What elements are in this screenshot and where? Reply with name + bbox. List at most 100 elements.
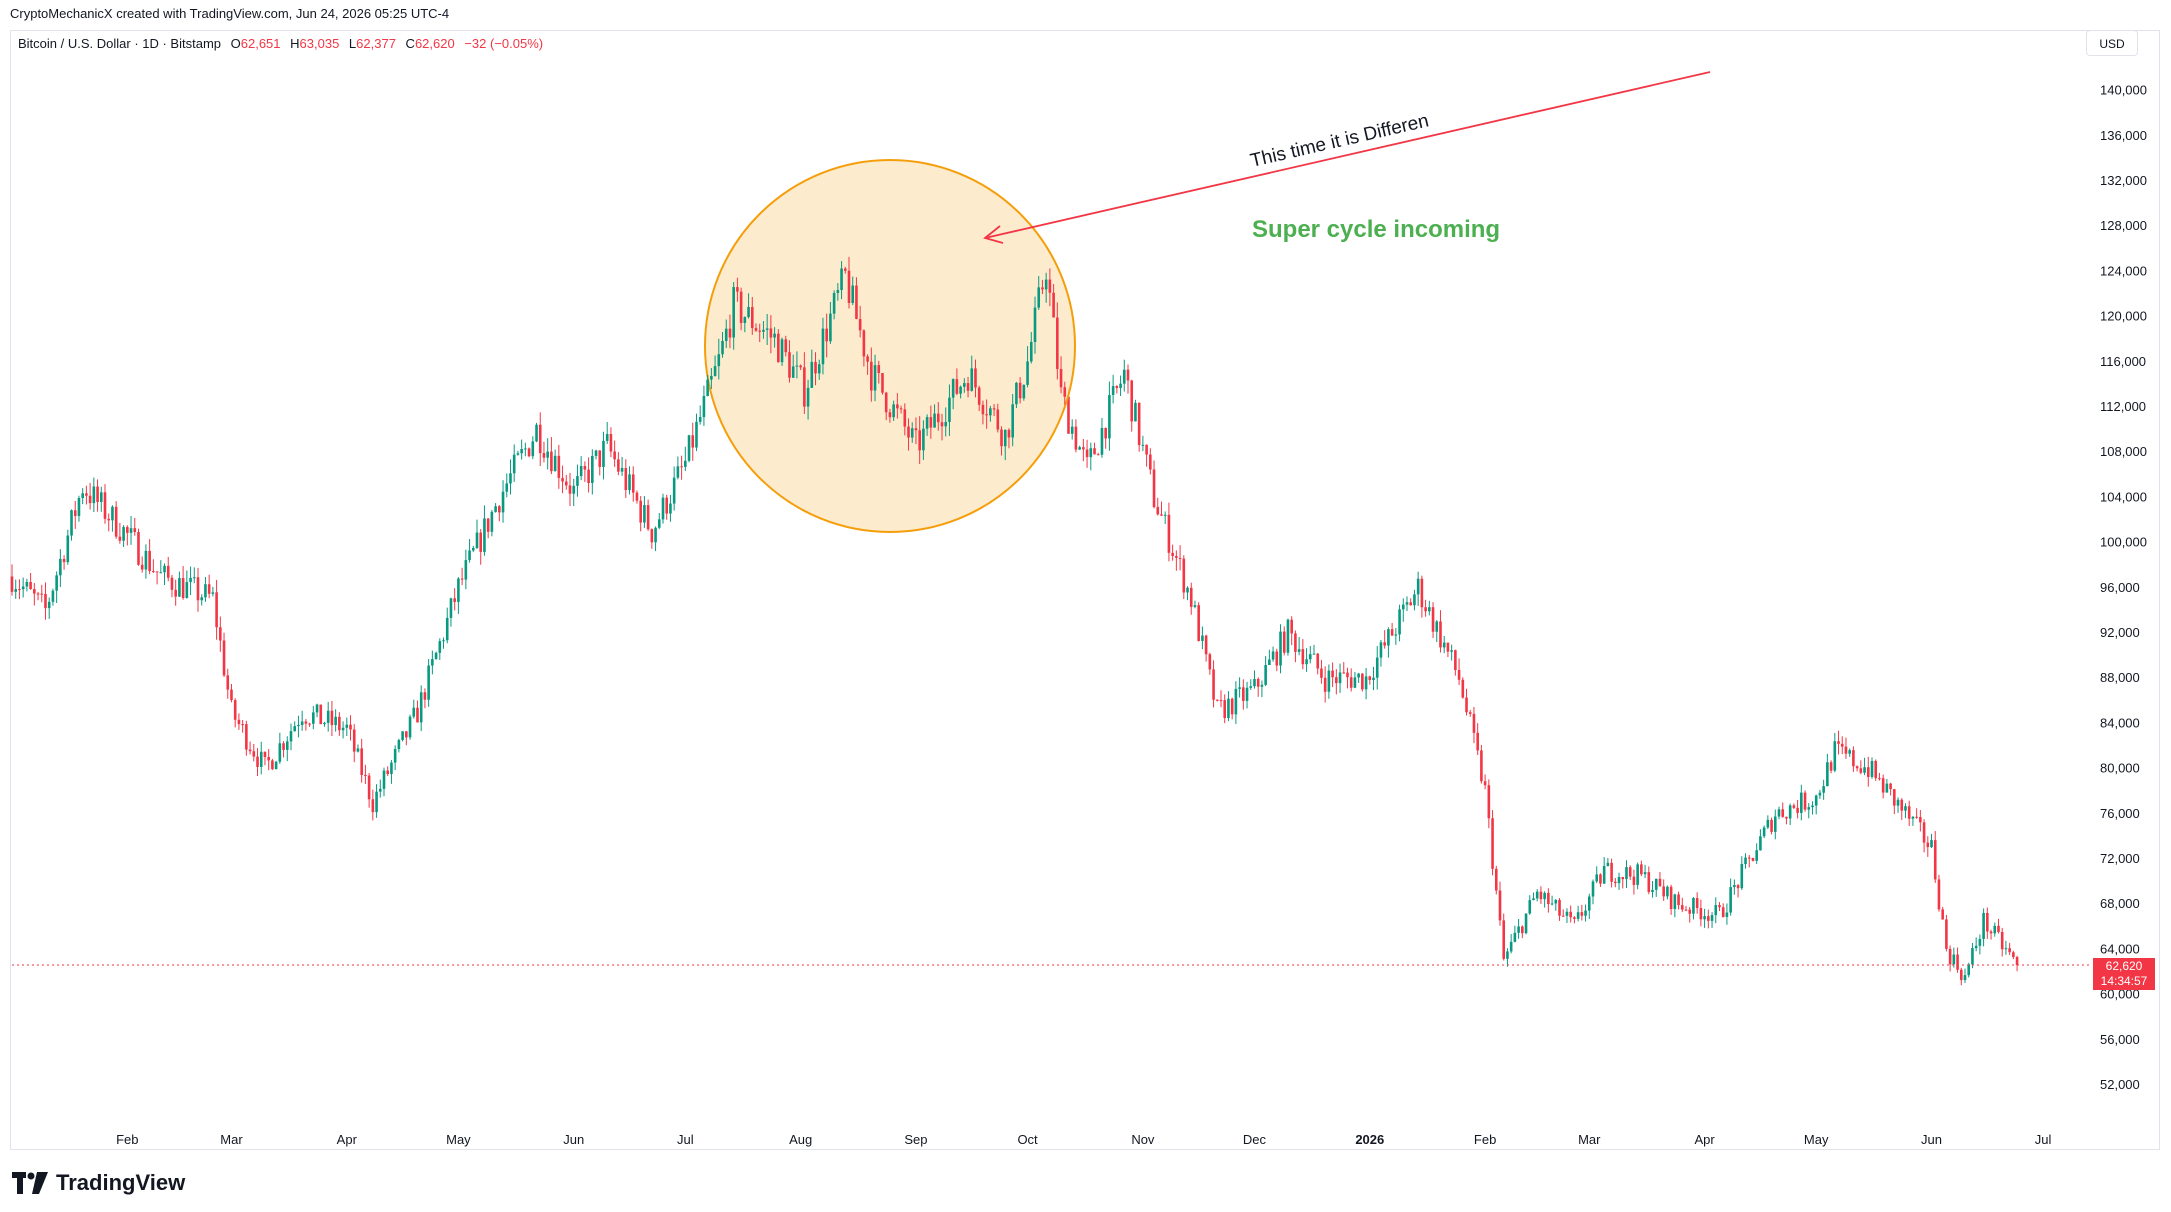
candle-body <box>1067 396 1070 434</box>
candle-body <box>1416 578 1420 595</box>
candle <box>1342 662 1346 674</box>
candle <box>1193 600 1197 609</box>
candle-body <box>412 707 416 717</box>
candle <box>126 525 129 546</box>
candle <box>1714 897 1718 924</box>
candle-body <box>635 492 639 501</box>
candle-body <box>178 578 181 597</box>
candle-body <box>1956 954 1959 970</box>
candle-body <box>457 578 460 602</box>
candle-body <box>1085 449 1089 458</box>
candle <box>773 327 776 348</box>
y-axis-tick-label: 84,000 <box>2100 715 2140 730</box>
candle <box>1476 723 1479 755</box>
candle <box>21 577 25 598</box>
candle-body <box>36 593 40 595</box>
candle-body <box>1029 342 1033 362</box>
change-value: −32 (−0.05%) <box>464 36 544 51</box>
candle <box>1268 649 1271 666</box>
candle-body <box>1535 891 1539 899</box>
candle <box>1610 858 1613 888</box>
candle <box>605 422 609 444</box>
candle <box>1070 419 1074 440</box>
candle <box>356 744 360 753</box>
candle-body <box>386 770 390 775</box>
candle <box>345 717 349 737</box>
candle-body <box>1383 642 1386 646</box>
candle-body <box>724 328 728 342</box>
candle <box>1896 797 1900 813</box>
candle-body <box>1751 857 1755 861</box>
candle-body <box>1401 604 1405 610</box>
candle <box>702 385 706 426</box>
candle <box>628 466 631 495</box>
candle <box>1848 748 1851 757</box>
candle <box>1829 760 1833 774</box>
candle-body <box>933 413 936 428</box>
candle <box>1788 803 1792 825</box>
candle-body <box>598 450 602 467</box>
candle-body <box>59 558 62 576</box>
candle-body <box>323 722 326 725</box>
candle-body <box>2012 952 2015 958</box>
candle <box>1007 428 1011 449</box>
candle <box>587 457 590 493</box>
candle <box>170 574 174 598</box>
candle-body <box>152 571 155 573</box>
candle <box>936 402 940 431</box>
x-axis-tick-label: Sep <box>904 1132 927 1147</box>
candle-body <box>1707 916 1710 921</box>
candle <box>1621 876 1625 889</box>
candle <box>1666 885 1669 900</box>
candle <box>858 305 862 338</box>
candle <box>486 518 490 539</box>
candle <box>695 413 698 452</box>
candle-body <box>509 473 512 484</box>
candle-body <box>140 564 144 570</box>
candle-body <box>736 287 739 292</box>
candle <box>1684 905 1688 912</box>
candle-body <box>1338 672 1342 684</box>
candle <box>248 741 252 755</box>
candle-body <box>1472 713 1476 733</box>
candle-body <box>1335 677 1338 684</box>
candle <box>866 354 869 375</box>
candle <box>650 528 654 549</box>
candle <box>762 321 765 339</box>
candle-body <box>360 748 363 775</box>
candle-body <box>47 601 51 609</box>
candle <box>1874 759 1878 781</box>
candle-body <box>1264 665 1267 685</box>
candle-body <box>1736 885 1740 889</box>
candle-body <box>1223 700 1227 719</box>
tradingview-logo[interactable]: TradingView <box>12 1170 185 1196</box>
candle <box>192 567 196 584</box>
candle-body <box>219 627 222 641</box>
candle <box>338 712 341 736</box>
candle-body <box>884 392 888 413</box>
candle-body <box>1863 767 1866 773</box>
candle <box>929 405 933 439</box>
candle <box>1305 648 1308 672</box>
candle-body <box>137 531 140 565</box>
candle-body <box>248 749 252 752</box>
candle-body <box>977 387 981 405</box>
candle-body <box>1119 383 1122 389</box>
candle-body <box>256 756 259 767</box>
candle <box>561 465 564 494</box>
currency-button[interactable]: USD <box>2086 30 2138 56</box>
candle-body <box>1539 891 1543 900</box>
candle <box>1353 671 1357 689</box>
candle-body <box>672 477 676 504</box>
candle-body <box>1766 819 1770 828</box>
candle <box>427 658 430 707</box>
candle <box>1115 385 1119 394</box>
candle <box>133 517 137 536</box>
candle <box>1249 679 1253 690</box>
candle <box>326 701 330 732</box>
y-axis-tick-label: 64,000 <box>2100 941 2140 956</box>
candle <box>1141 435 1145 452</box>
candle-body <box>308 723 311 725</box>
candle-body <box>1948 948 1952 965</box>
